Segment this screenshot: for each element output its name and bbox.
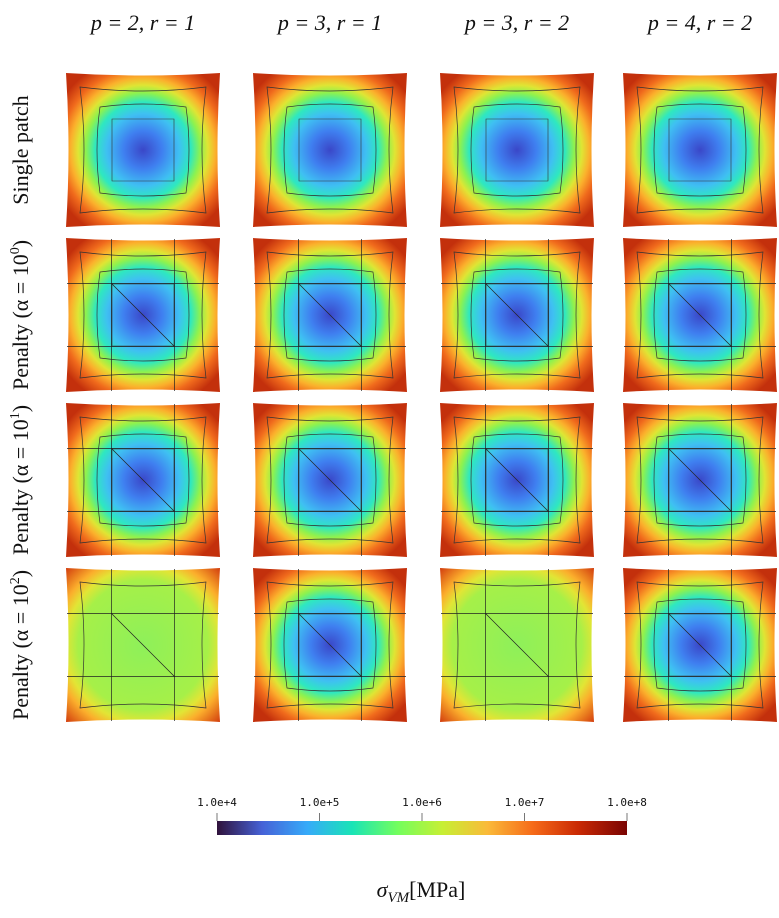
row-sup: 2 [8, 577, 23, 584]
patch-boundary [485, 283, 549, 347]
unit: [MPa] [409, 877, 465, 902]
column-header: p = 4, r = 2 [646, 10, 752, 35]
contour [266, 416, 394, 544]
contour [96, 268, 190, 362]
colorbar [217, 821, 627, 835]
contour [453, 251, 581, 379]
contour [470, 268, 564, 362]
contour [453, 86, 581, 214]
patch-boundary [111, 613, 175, 677]
panel [440, 73, 594, 227]
column-header: p = 3, r = 2 [463, 10, 569, 35]
panel [66, 238, 220, 392]
contour [653, 598, 747, 692]
row-sup: 1 [8, 412, 23, 419]
panel-field [440, 73, 594, 227]
contour [453, 416, 581, 544]
contour [653, 268, 747, 362]
contour [96, 433, 190, 527]
panel [623, 73, 777, 227]
contour [470, 103, 564, 197]
contour [266, 251, 394, 379]
row-label: Penalty (α = 100) [8, 240, 33, 390]
colorbar-tick-label: 1.0e+6 [402, 796, 442, 809]
contour [96, 103, 190, 197]
row-text: Penalty (α = 10 [8, 584, 33, 720]
row-label: Penalty (α = 102) [8, 570, 33, 720]
panel [253, 238, 407, 392]
panel [623, 568, 777, 722]
panel [66, 403, 220, 557]
contour [636, 581, 764, 709]
panels [66, 73, 777, 722]
panel [253, 403, 407, 557]
contour [283, 598, 377, 692]
panel [623, 238, 777, 392]
symbol: σ [377, 877, 389, 902]
contour [266, 86, 394, 214]
row-text: Penalty (α = 10 [8, 254, 33, 390]
patch-boundary [111, 448, 175, 512]
row-sup: 0 [8, 247, 23, 254]
row-label: Penalty (α = 101) [8, 405, 33, 555]
column-header: p = 3, r = 1 [276, 10, 382, 35]
contour [79, 581, 207, 709]
colorbar-tick-label: 1.0e+4 [197, 796, 237, 809]
panel-field [623, 73, 777, 227]
contour [653, 433, 747, 527]
contour [668, 118, 732, 182]
contour [79, 416, 207, 544]
contour [653, 103, 747, 197]
row-close: ) [8, 405, 33, 412]
contour [453, 581, 581, 709]
colorbar-label: σVM[MPa] [377, 877, 466, 906]
row-text: Penalty (α = 10 [8, 419, 33, 555]
contour [79, 251, 207, 379]
contour [485, 118, 549, 182]
subscript: VM [387, 890, 410, 906]
panel [253, 568, 407, 722]
panel [66, 73, 220, 227]
row-close: ) [8, 570, 33, 577]
contour [111, 118, 175, 182]
contour [470, 433, 564, 527]
contour [283, 103, 377, 197]
contour [283, 268, 377, 362]
panel [66, 568, 220, 722]
colorbar-tick-label: 1.0e+7 [505, 796, 545, 809]
panel [440, 568, 594, 722]
contour [298, 118, 362, 182]
contour [636, 416, 764, 544]
contour [266, 581, 394, 709]
patch-boundary [111, 283, 175, 347]
patch-boundary [485, 448, 549, 512]
patch-boundary [298, 448, 362, 512]
row-close: ) [8, 240, 33, 247]
contour [636, 251, 764, 379]
patch-boundary [668, 448, 732, 512]
patch-boundary [668, 613, 732, 677]
patch-boundary [298, 613, 362, 677]
contour [636, 86, 764, 214]
panel [440, 403, 594, 557]
row-label: Single patch [8, 95, 33, 204]
patch-boundary [668, 283, 732, 347]
panel [440, 238, 594, 392]
contour [79, 86, 207, 214]
colorbar-tick-label: 1.0e+8 [607, 796, 647, 809]
panel-field [66, 73, 220, 227]
panel [253, 73, 407, 227]
colorbar-tick-label: 1.0e+5 [300, 796, 340, 809]
column-header: p = 2, r = 1 [89, 10, 195, 35]
patch-boundary [298, 283, 362, 347]
panel-field [253, 73, 407, 227]
patch-boundary [485, 613, 549, 677]
panel [623, 403, 777, 557]
row-text: Single patch [8, 95, 33, 204]
contour [283, 433, 377, 527]
